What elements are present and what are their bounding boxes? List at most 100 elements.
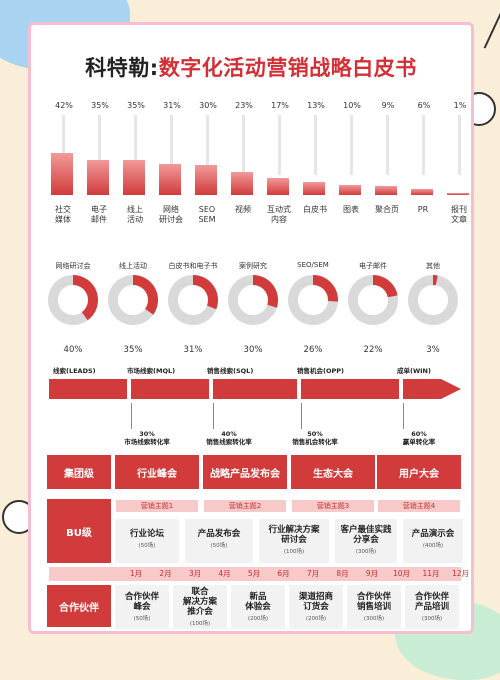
channel-bar-label: 视频 bbox=[235, 205, 251, 214]
month-label: 2月 bbox=[159, 569, 172, 578]
month-label: 12月 bbox=[451, 569, 470, 578]
bu-event-count: (400场) bbox=[422, 543, 444, 549]
donut-label: 电子邮件 bbox=[359, 262, 387, 270]
group-event-cell: 用户大会 bbox=[377, 455, 461, 489]
conversion-line bbox=[213, 403, 214, 429]
conversion-pct: 40% bbox=[221, 430, 237, 438]
marketing-theme-tag: 营销主题1 bbox=[115, 499, 199, 513]
channel-bar-label: 网络 研讨会 bbox=[159, 205, 183, 224]
channel-bar-value: 35% bbox=[127, 101, 145, 110]
channel-bar-label: PR bbox=[417, 205, 429, 214]
bu-event-name: 产品演示会 bbox=[411, 529, 455, 539]
bu-event-count: (100场) bbox=[283, 549, 305, 555]
donut-chart: 白皮书和电子书 31% bbox=[163, 261, 223, 355]
conversion-pct: 60% bbox=[411, 430, 427, 438]
group-event-cell: 战略产品发布会 bbox=[203, 455, 287, 489]
row-label-group: 集团级 bbox=[47, 455, 111, 489]
bu-event-name: 客户最佳实践 分享会 bbox=[340, 525, 392, 545]
month-label: 10月 bbox=[392, 569, 411, 578]
channel-bar-label: 聚合页 bbox=[375, 205, 399, 214]
channel-bar-fill bbox=[51, 153, 73, 195]
channel-bar: 31% 网络 研讨会 bbox=[155, 95, 189, 245]
donut-chart: 案例研究 30% bbox=[223, 261, 283, 355]
channel-bar-track bbox=[170, 115, 173, 175]
partner-event-count: (300场) bbox=[363, 616, 385, 622]
donut-ring bbox=[408, 275, 458, 325]
channel-bar-value: 23% bbox=[235, 101, 253, 110]
month-label: 4月 bbox=[218, 569, 231, 578]
partner-event-card: 渠道招商 订货会 (200场) bbox=[289, 585, 343, 629]
channel-bar-label: SEO SEM bbox=[198, 205, 216, 224]
channel-bar-track bbox=[350, 115, 353, 175]
donut-value: 31% bbox=[183, 345, 203, 355]
donut-chart: 网络研讨会 40% bbox=[43, 261, 103, 355]
donut-chart: 电子邮件 22% bbox=[343, 261, 403, 355]
partner-event-count: (200场) bbox=[247, 616, 269, 622]
channel-bar: 17% 互动式 内容 bbox=[263, 95, 297, 245]
channel-bar-value: 6% bbox=[417, 101, 431, 110]
funnel-arrow bbox=[49, 379, 461, 399]
partner-event-card: 新品 体验会 (200场) bbox=[231, 585, 285, 629]
conversion-pct: 30% bbox=[139, 430, 155, 438]
partner-event-card: 联合 解决方案 推介会 (100场) bbox=[173, 585, 227, 629]
conversion-pct: 50% bbox=[307, 430, 323, 438]
donut-value: 3% bbox=[426, 345, 440, 355]
channel-bar-value: 42% bbox=[55, 101, 73, 110]
donut-value: 22% bbox=[363, 345, 383, 355]
title-main: 数字化活动营销战略白皮书 bbox=[158, 56, 417, 80]
marketing-theme-tag: 营销主题2 bbox=[203, 499, 287, 513]
funnel-segment bbox=[49, 379, 127, 399]
channel-bar: 35% 线上 活动 bbox=[119, 95, 153, 245]
bu-event-name: 行业论坛 bbox=[129, 529, 164, 539]
donut-ring bbox=[348, 275, 398, 325]
conversion-label: 市场线索转化率 bbox=[124, 438, 170, 446]
channel-bar-label: 图表 bbox=[343, 205, 359, 214]
donut-chart: SEO/SEM 26% bbox=[283, 261, 343, 355]
donut-chart: 线上活动 35% bbox=[103, 261, 163, 355]
marketing-theme-tag: 营销主题4 bbox=[377, 499, 461, 513]
channel-bar-fill bbox=[87, 160, 109, 195]
channel-bar-fill bbox=[303, 182, 325, 195]
conversion-label: 赢单转化率 bbox=[402, 438, 436, 446]
channel-bar-track bbox=[314, 115, 317, 175]
group-event-cell: 行业峰会 bbox=[115, 455, 199, 489]
channel-bar-label: 电子 邮件 bbox=[91, 205, 107, 224]
channel-bar-track bbox=[134, 115, 137, 175]
channel-bar-value: 30% bbox=[199, 101, 217, 110]
conversion-line bbox=[301, 403, 302, 429]
month-label: 1月 bbox=[129, 569, 143, 578]
channel-bar-value: 13% bbox=[307, 101, 325, 110]
channel-bar-fill bbox=[159, 164, 181, 195]
row-label-bu: BU级 bbox=[47, 499, 111, 563]
channel-bar-label: 社交 媒体 bbox=[55, 205, 71, 224]
donut-label: 白皮书和电子书 bbox=[168, 262, 218, 270]
group-event-cell: 生态大会 bbox=[291, 455, 375, 489]
bu-event-name: 行业解决方案 研讨会 bbox=[268, 525, 320, 545]
bu-event-count: (50场) bbox=[138, 543, 156, 549]
bu-event-card: 产品演示会 (400场) bbox=[403, 519, 463, 563]
channel-bar: 42% 社交 媒体 bbox=[47, 95, 81, 245]
month-label: 7月 bbox=[306, 569, 320, 578]
channel-bar-fill bbox=[123, 160, 145, 195]
donut-label: 网络研讨会 bbox=[55, 262, 91, 270]
funnel-stage-label: 销售机会(OPP) bbox=[297, 367, 344, 375]
conversion-rate: 60% 赢单转化率 bbox=[379, 430, 459, 446]
donut-label: 案例研究 bbox=[239, 262, 267, 270]
month-label: 8月 bbox=[336, 569, 349, 578]
partner-event-name: 新品 体验会 bbox=[245, 592, 271, 612]
page-title: 科特勒:数字化活动营销战略白皮书 bbox=[31, 52, 471, 82]
partner-event-name: 渠道招商 订货会 bbox=[298, 592, 333, 612]
partner-event-count: (100场) bbox=[189, 621, 211, 627]
partner-event-name: 联合 解决方案 推介会 bbox=[182, 587, 217, 617]
partner-event-card: 合作伙伴 产品培训 (300场) bbox=[405, 585, 459, 629]
bu-event-count: (50场) bbox=[210, 543, 228, 549]
partner-event-count: (50场) bbox=[133, 616, 151, 622]
channel-bar-track bbox=[242, 115, 245, 175]
donut-ring bbox=[288, 275, 338, 325]
channel-bar-label: 报刊 文章 bbox=[451, 205, 467, 224]
channel-bar-track bbox=[422, 115, 425, 175]
donut-value: 30% bbox=[243, 345, 263, 355]
conversion-rate: 50% 销售机会转化率 bbox=[275, 430, 355, 446]
channel-bar-value: 31% bbox=[163, 101, 181, 110]
bu-event-card: 行业论坛 (50场) bbox=[115, 519, 179, 563]
